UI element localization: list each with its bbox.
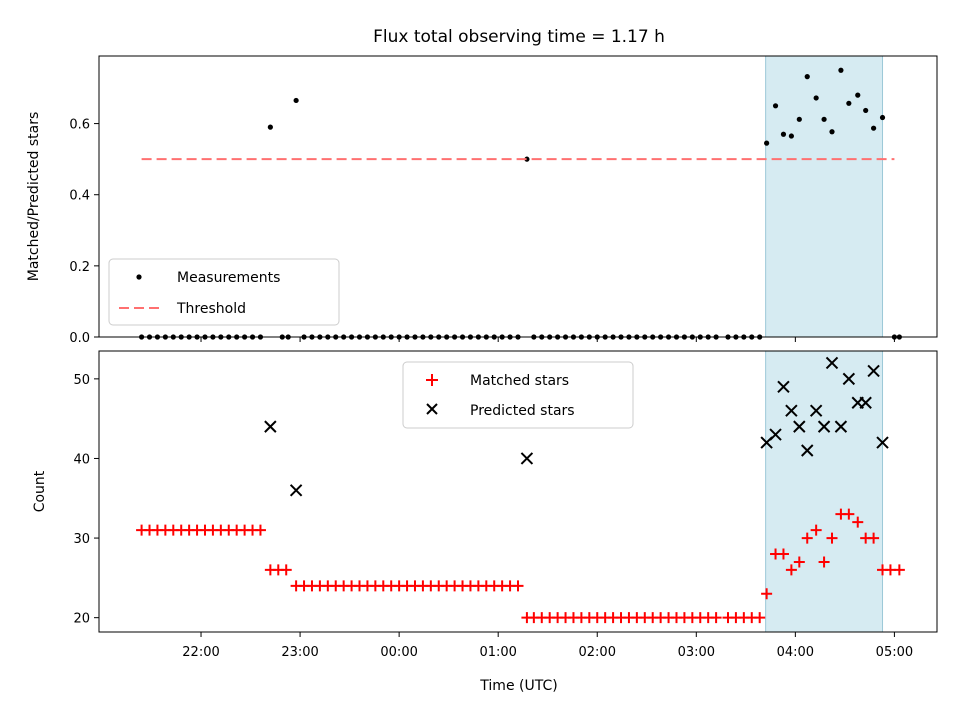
matched-star-point <box>843 508 855 520</box>
measurement-point <box>524 156 530 162</box>
measurement-point <box>879 114 886 121</box>
bottom-y-tick-label: 50 <box>73 373 90 388</box>
matched-star-point <box>818 556 830 568</box>
x-tick-label: 01:00 <box>479 645 516 660</box>
top-y-ticks: 0.0 0.2 0.4 0.6 <box>69 118 99 346</box>
observing-window-span-bottom <box>765 350 884 633</box>
predicted-star-point <box>825 356 839 370</box>
x-tick-label: 04:00 <box>777 645 814 660</box>
top-x-ticks <box>200 337 895 342</box>
predicted-star-point <box>769 428 782 441</box>
measurement-point <box>267 124 273 130</box>
legend-matched-label: Matched stars <box>470 373 569 389</box>
predicted-star-point <box>817 420 831 433</box>
matched-star-point <box>826 532 838 544</box>
x-tick-label: 22:00 <box>182 645 219 660</box>
legend-measurements-marker <box>136 274 142 280</box>
predicted-star-point <box>777 380 790 394</box>
measurement-point <box>772 103 779 109</box>
measurement-point <box>871 125 877 131</box>
count-panel: 20 30 40 50 22:00 23:00 00:00 01:00 02:00 03:00 0… <box>32 350 938 694</box>
predicted-star-point <box>785 404 798 417</box>
chart-title: Flux total observing time = 1.17 h <box>373 27 665 47</box>
top-y-tick-label: 0.0 <box>69 331 90 346</box>
legend-measurements-label: Measurements <box>177 270 280 286</box>
predicted-star-point <box>264 420 277 433</box>
matched-stars-points <box>136 508 905 624</box>
ratio-panel: 0.0 0.2 0.4 0.6 Matched/Predicted stars Mea… <box>26 55 938 346</box>
x-axis-label: Time (UTC) <box>479 678 557 694</box>
predicted-star-point <box>867 364 880 378</box>
top-axes-frame <box>98 55 938 338</box>
measurement-point <box>838 67 844 73</box>
bottom-legend: Matched stars Predicted stars <box>402 361 634 429</box>
matched-star-point <box>777 548 789 560</box>
bottom-y-axis-label: Count <box>32 470 48 512</box>
top-y-tick-label: 0.4 <box>69 189 90 204</box>
top-y-axis-label: Matched/Predicted stars <box>26 112 42 282</box>
measurement-point <box>829 129 835 135</box>
bottom-x-ticks: 22:00 23:00 00:00 01:00 02:00 03:00 04:00 05:00 <box>182 632 913 660</box>
measurement-point <box>764 140 770 146</box>
predicted-star-point <box>842 372 856 386</box>
bottom-y-tick-label: 20 <box>73 612 90 627</box>
top-y-tick-label: 0.2 <box>69 260 90 275</box>
legend-predicted-label: Predicted stars <box>470 403 575 419</box>
measurement-point <box>788 133 794 139</box>
top-legend-box <box>108 258 340 326</box>
predicted-star-point <box>876 436 889 449</box>
measurement-point <box>855 92 861 98</box>
matched-star-point <box>785 564 797 576</box>
matched-star-point <box>793 556 805 568</box>
measurement-point <box>780 131 787 137</box>
predicted-star-point <box>520 452 534 465</box>
measurement-point <box>821 116 827 122</box>
matched-star-point <box>893 564 905 576</box>
bottom-y-tick-label: 40 <box>73 452 90 467</box>
matched-star-point <box>852 516 864 528</box>
measurement-point <box>804 74 810 80</box>
x-tick-label: 23:00 <box>281 645 318 660</box>
predicted-star-point <box>289 484 303 497</box>
matched-star-point <box>868 532 880 544</box>
top-y-tick-label: 0.6 <box>69 118 90 133</box>
matched-star-point <box>761 588 773 600</box>
predicted-star-point <box>859 396 872 409</box>
legend-matched-marker <box>426 374 438 386</box>
measurement-point <box>293 97 299 104</box>
matched-star-point <box>254 524 266 536</box>
measurement-point <box>796 116 802 122</box>
bottom-legend-box <box>402 361 634 429</box>
legend-threshold-label: Threshold <box>176 301 246 317</box>
predicted-star-point <box>793 420 806 433</box>
matched-star-point <box>512 580 524 592</box>
bottom-axes-frame <box>98 350 938 633</box>
predicted-star-point <box>801 444 814 457</box>
top-legend: Measurements Threshold <box>108 258 340 326</box>
matched-star-point <box>810 524 822 536</box>
matched-star-point <box>280 564 292 576</box>
x-tick-label: 03:00 <box>678 645 715 660</box>
measurement-point <box>846 100 852 106</box>
measurement-point <box>863 107 869 114</box>
legend-predicted-marker <box>426 403 438 415</box>
predicted-star-point <box>809 404 823 417</box>
bottom-y-tick-label: 30 <box>73 532 90 547</box>
matched-star-point <box>754 612 766 624</box>
x-tick-label: 02:00 <box>579 645 616 660</box>
observing-window-span-top <box>765 55 884 338</box>
measurement-point <box>813 95 819 101</box>
x-tick-label: 00:00 <box>380 645 417 660</box>
x-tick-label: 05:00 <box>876 645 913 660</box>
matched-star-point <box>801 532 813 544</box>
predicted-star-point <box>834 420 848 433</box>
predicted-stars-points <box>264 356 889 497</box>
bottom-y-ticks: 20 30 40 50 <box>73 373 99 627</box>
matched-star-point <box>710 612 722 624</box>
